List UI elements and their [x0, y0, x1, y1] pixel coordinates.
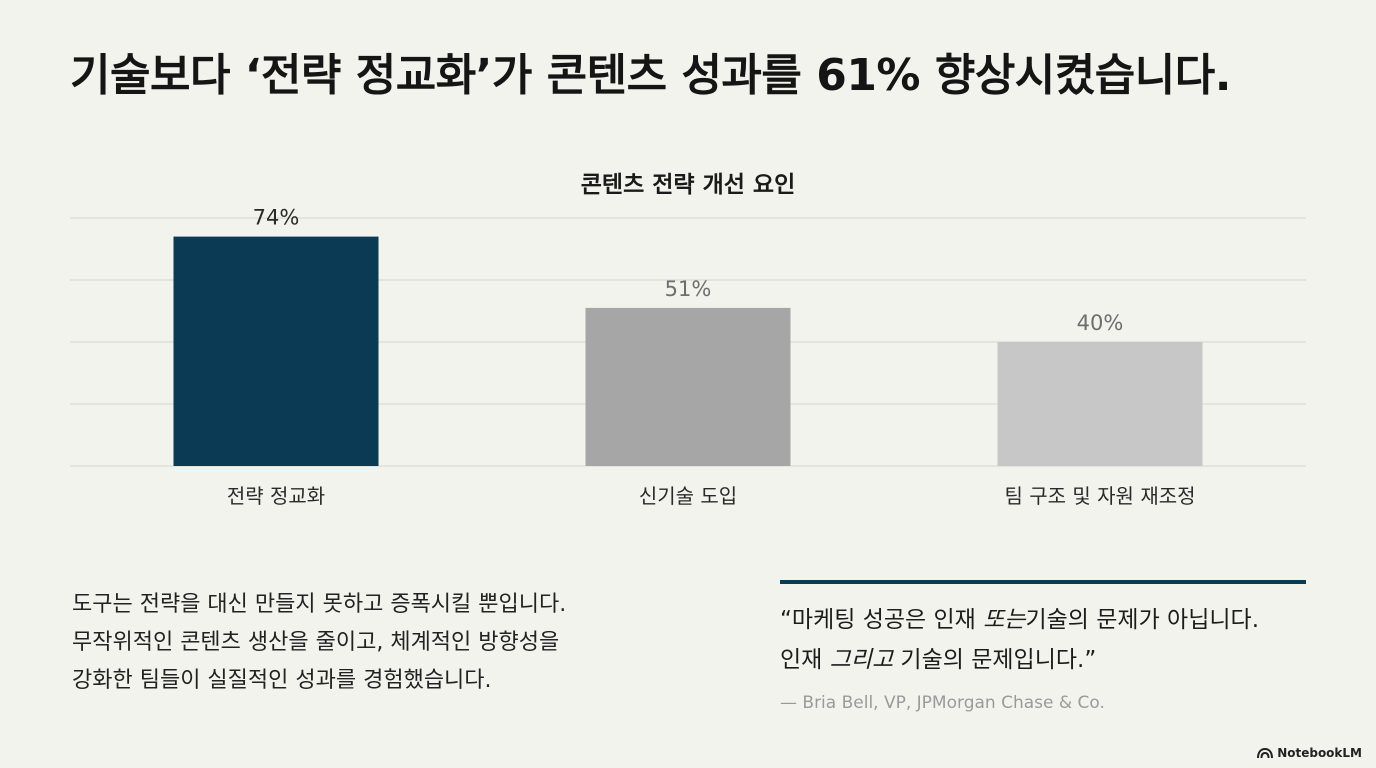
chart-value-labels: 74% 51% 40% [253, 206, 1124, 335]
chart-title: 콘텐츠 전략 개선 요인 [580, 172, 796, 198]
bar-value-label: 51% [665, 277, 712, 301]
body-text-line: 무작위적인 콘텐츠 생산을 줄이고, 체계적인 방향성을 [72, 630, 560, 655]
body-text-line: 도구는 전략을 대신 만들지 못하고 증폭시킬 뿐입니다. [72, 592, 567, 617]
chart-bars [173, 236, 1203, 466]
quote-text: 기술의 문제입니다.” [893, 647, 1097, 673]
page-headline: 기술보다 ‘전략 정교화’가 콘텐츠 성과를 61% 향상시켰습니다. [70, 50, 1231, 101]
quote-emphasis: 또는 [983, 607, 1026, 633]
brand-name: NotebookLM [1277, 746, 1362, 760]
quote-text: 기술의 문제가 아닙니다. [1025, 607, 1260, 633]
quote-emphasis: 그리고 [829, 647, 894, 673]
quote-line-1: “마케팅 성공은 인재 또는기술의 문제가 아닙니다. [780, 600, 1340, 640]
quote-line-2: 인재 그리고 기술의 문제입니다.” [780, 640, 1340, 680]
bar [997, 342, 1203, 466]
chart-category-labels: 전략 정교화 신기술 도입 팀 구조 및 자원 재조정 [227, 484, 1196, 508]
bar-value-label: 74% [253, 206, 300, 230]
body-text: 도구는 전략을 대신 만들지 못하고 증폭시킬 뿐입니다. 무작위적인 콘텐츠 … [72, 586, 712, 700]
quote-text: 인재 [780, 647, 830, 673]
quote: “마케팅 성공은 인재 또는기술의 문제가 아닙니다. 인재 그리고 기술의 문… [780, 600, 1340, 680]
category-label: 전략 정교화 [227, 484, 325, 508]
body-text-line: 강화한 팀들이 실질적인 성과를 경험했습니다. [72, 668, 492, 693]
category-label: 신기술 도입 [639, 484, 737, 508]
bar [173, 236, 379, 466]
notebooklm-logo-icon [1257, 747, 1274, 759]
bar-chart: 74% 51% 40% 전략 정교화 신기술 도입 팀 구조 및 자원 재조정 [70, 206, 1306, 508]
quote-attribution: — Bria Bell, VP, JPMorgan Chase & Co. [780, 693, 1105, 713]
quote-text: “마케팅 성공은 인재 [780, 607, 984, 633]
bar [585, 307, 791, 466]
quote-divider [780, 580, 1306, 584]
bar-value-label: 40% [1077, 311, 1124, 335]
category-label: 팀 구조 및 자원 재조정 [1004, 484, 1195, 508]
brand-logo: NotebookLM [1257, 746, 1362, 760]
